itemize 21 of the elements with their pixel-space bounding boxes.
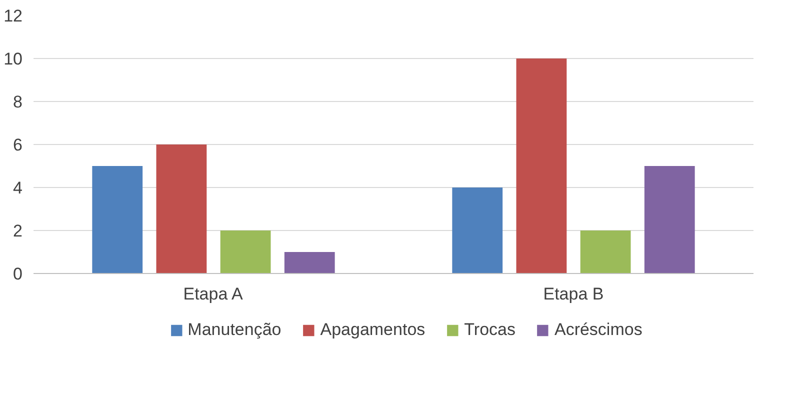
y-tick-label: 12: [4, 6, 23, 26]
x-tick-label: Etapa A: [183, 284, 244, 304]
x-tick-label: Etapa B: [543, 284, 604, 304]
y-tick-label: 2: [13, 222, 23, 240]
y-tick-label: 6: [13, 136, 23, 154]
bar: [452, 188, 503, 274]
bar: [516, 58, 567, 274]
bar: [284, 252, 335, 274]
legend-label: Apagamentos: [320, 320, 426, 340]
legend-label: Manutenção: [188, 320, 282, 340]
legend-label: Acréscimos: [554, 320, 642, 340]
bar: [220, 230, 271, 274]
bar: [156, 144, 207, 274]
y-tick-label: 10: [4, 50, 23, 68]
bar: [92, 166, 143, 274]
legend-label: Trocas: [464, 320, 516, 340]
bar: [580, 230, 631, 274]
y-tick-label: 4: [13, 178, 23, 198]
y-tick-label: 0: [13, 264, 23, 284]
y-tick-label: 8: [13, 92, 23, 112]
bar: [644, 166, 695, 274]
